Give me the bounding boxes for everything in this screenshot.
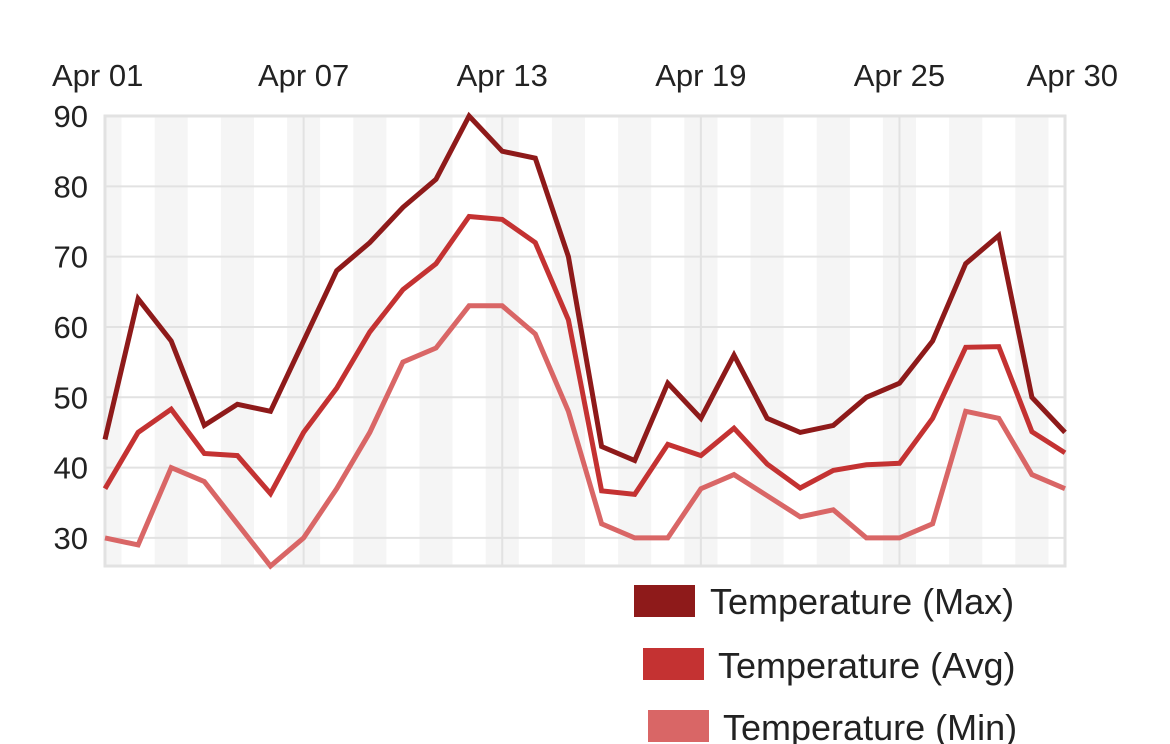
y-tick-label: 50 [54, 380, 88, 415]
day-band [105, 116, 122, 566]
series-lines [102, 111, 1067, 570]
x-tick-label: Apr 30 [1027, 58, 1118, 93]
day-band [816, 116, 850, 566]
day-band [220, 116, 254, 566]
y-tick-label: 80 [54, 169, 88, 204]
x-tick-label: Apr 25 [854, 58, 945, 93]
weekend-bands [105, 116, 1049, 566]
series-line [102, 111, 1067, 464]
plot-frame [103, 114, 1067, 568]
y-tick-label: 30 [54, 521, 88, 556]
day-band [353, 116, 387, 566]
series-line [104, 303, 1066, 570]
series-line [102, 213, 1067, 498]
x-tick-label: Apr 07 [258, 58, 349, 93]
day-band [618, 116, 652, 566]
legend-label: Temperature (Min) [723, 707, 1017, 744]
legend-swatch [648, 710, 709, 742]
x-tick-label: Apr 01 [52, 58, 143, 93]
legend: Temperature (Max) Temperature (Avg) Temper… [634, 581, 1017, 744]
x-tick-label: Apr 19 [655, 58, 746, 93]
day-band [949, 116, 983, 566]
gridlines [103, 114, 1067, 568]
legend-label: Temperature (Avg) [718, 645, 1015, 686]
legend-label: Temperature (Max) [710, 581, 1014, 622]
legend-swatch [643, 648, 704, 680]
y-tick-label: 70 [54, 240, 88, 275]
x-axis-ticks: Apr 01 Apr 07 Apr 13 Apr 19 Apr 25 Apr 30 [52, 58, 1118, 93]
y-axis-ticks: 90 80 70 60 50 40 30 [54, 99, 88, 556]
y-tick-label: 60 [54, 310, 88, 345]
legend-swatch [634, 585, 695, 617]
y-tick-label: 40 [54, 451, 88, 486]
y-tick-label: 90 [54, 99, 88, 134]
x-tick-label: Apr 13 [457, 58, 548, 93]
day-band [419, 116, 453, 566]
day-band [551, 116, 585, 566]
